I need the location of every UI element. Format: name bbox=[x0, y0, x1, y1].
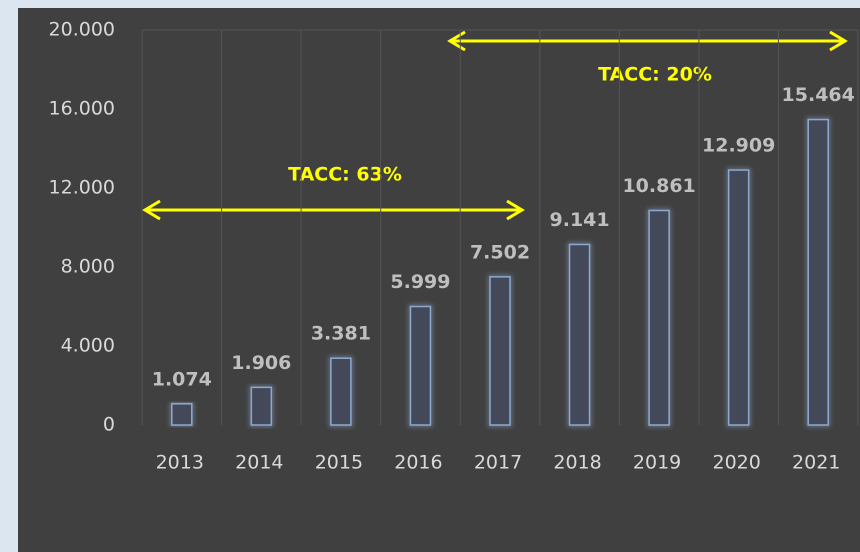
bar bbox=[330, 357, 352, 426]
data-label: 10.861 bbox=[622, 175, 695, 197]
x-tick-label: 2016 bbox=[394, 452, 442, 474]
x-tick-label: 2021 bbox=[792, 452, 840, 474]
x-tick-label: 2014 bbox=[235, 452, 283, 474]
y-tick-label: 8.000 bbox=[61, 256, 115, 278]
x-tick-label: 2020 bbox=[712, 452, 760, 474]
bar bbox=[250, 386, 273, 426]
arrow bbox=[142, 199, 525, 221]
data-label: 5.999 bbox=[390, 271, 450, 293]
x-tick-label: 2018 bbox=[553, 452, 601, 474]
data-label: 7.502 bbox=[470, 241, 530, 263]
chart-background bbox=[18, 8, 860, 552]
bar bbox=[171, 403, 193, 426]
x-tick-label: 2013 bbox=[156, 452, 204, 474]
bar bbox=[409, 305, 432, 426]
bar bbox=[648, 209, 670, 426]
x-tick-label: 2015 bbox=[315, 452, 363, 474]
bar bbox=[727, 169, 750, 426]
annotation: TACC: 63% bbox=[288, 164, 402, 186]
y-tick-label: 4.000 bbox=[61, 335, 115, 357]
data-label: 1.906 bbox=[231, 352, 291, 374]
data-label: 15.464 bbox=[782, 84, 855, 106]
y-tick-label: 20.000 bbox=[49, 19, 115, 41]
data-label: 9.141 bbox=[550, 209, 610, 231]
data-label: 3.381 bbox=[311, 323, 371, 345]
data-label: 12.909 bbox=[702, 135, 775, 157]
y-tick-label: 12.000 bbox=[49, 177, 115, 199]
data-label: 1.074 bbox=[152, 368, 212, 390]
x-tick-label: 2019 bbox=[633, 452, 681, 474]
y-tick-label: 16.000 bbox=[49, 98, 115, 120]
bar bbox=[489, 276, 511, 426]
bar bbox=[568, 243, 591, 426]
bar bbox=[807, 118, 829, 426]
x-tick-label: 2017 bbox=[474, 452, 522, 474]
y-tick-label: 0 bbox=[103, 414, 115, 436]
annotation: TACC: 20% bbox=[598, 64, 712, 86]
